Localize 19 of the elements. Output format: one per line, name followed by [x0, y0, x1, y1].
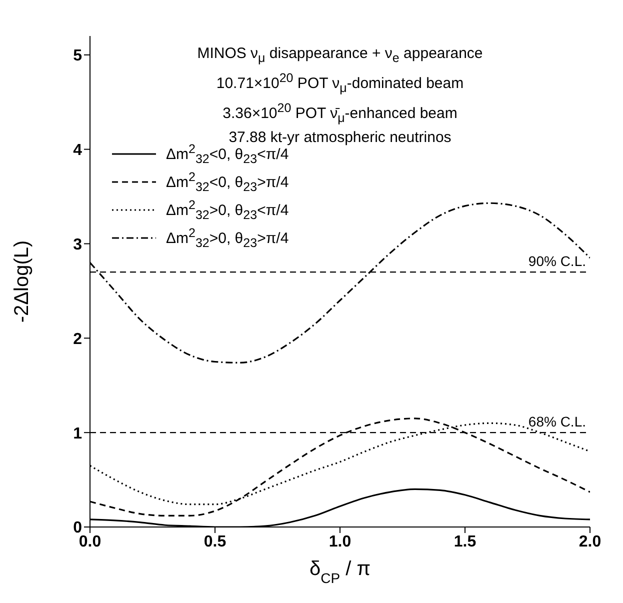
- text: MINOS ν$_{μ}$ disappearance + ν$_{e}$ appearance: [196, 44, 484, 67]
- y-axis-title: -2Δlog(L): [11, 240, 33, 323]
- y-tick-label: 5: [73, 48, 82, 65]
- legend-label: Δm$^{2}$$_{32}$<0, θ$_{23}$>π/4: [166, 170, 289, 194]
- ref-line-label: 90% C.L.: [528, 253, 586, 270]
- x-axis-title: δ$_{CP}$ / π: [309, 558, 371, 586]
- legend-label: Δm$^{2}$$_{32}$>0, θ$_{23}$<π/4: [166, 198, 289, 222]
- y-tick-label: 1: [73, 425, 82, 442]
- x-tick-label: 1.0: [328, 533, 352, 550]
- y-tick-label: 3: [73, 236, 82, 254]
- y-tick-label: 2: [73, 330, 82, 348]
- annotation: 3.36×10$^{20}$ POT ν̄$_{μ}$-enhanced beam: [222, 100, 458, 127]
- ref-line-label: 68% C.L.: [528, 414, 586, 430]
- y-tick-label: 4: [73, 142, 82, 159]
- annotation: 10.71×10$^{20}$ POT ν$_{μ}$-dominated beam: [215, 70, 465, 97]
- legend-label: Δm$^{2}$$_{32}$>0, θ$_{23}$>π/4: [166, 226, 289, 250]
- x-tick-label: 2.0: [578, 533, 602, 550]
- x-tick-label: 0.5: [204, 533, 226, 550]
- x-tick-label: 1.5: [454, 533, 476, 550]
